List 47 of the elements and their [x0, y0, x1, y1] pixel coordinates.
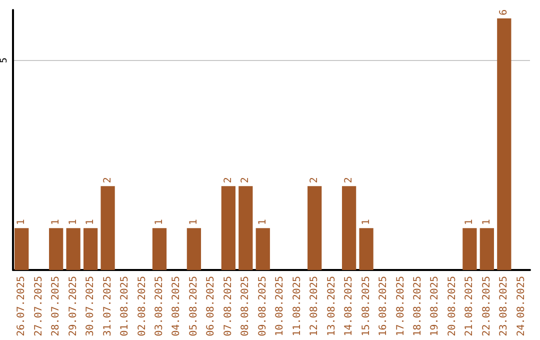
data-label: 2: [222, 177, 234, 184]
data-label: 1: [464, 219, 476, 226]
data-label: 1: [50, 219, 62, 226]
x-tick-label: 05.08.2025: [188, 276, 200, 336]
x-tick-label: 16.08.2025: [378, 276, 390, 336]
data-label: 6: [498, 9, 510, 16]
data-label: 1: [481, 219, 492, 226]
x-tick-label: 04.08.2025: [171, 276, 182, 336]
x-tick-label: 13.08.2025: [326, 276, 338, 336]
x-tick-label: 21.08.2025: [464, 276, 476, 336]
x-tick-label: 28.07.2025: [50, 276, 62, 336]
x-tick-label: 14.08.2025: [344, 276, 355, 336]
x-tick-label: 29.07.2025: [68, 276, 79, 336]
x-tick-label: 12.08.2025: [309, 276, 320, 336]
data-label: 1: [68, 219, 79, 226]
x-tick-label: 19.08.2025: [430, 276, 441, 336]
x-tick-label: 08.08.2025: [240, 276, 252, 336]
x-tick-label: 07.08.2025: [222, 276, 234, 336]
x-tick-label: 06.08.2025: [206, 276, 217, 336]
x-tick-label: 24.08.2025: [516, 276, 527, 336]
x-tick-label: 31.07.2025: [102, 276, 114, 336]
x-tick-label: 17.08.2025: [395, 276, 406, 336]
x-tick-label: 10.08.2025: [274, 276, 286, 336]
data-label: 2: [102, 177, 114, 184]
data-label: 2: [344, 177, 355, 184]
x-tick-label: 27.07.2025: [33, 276, 44, 336]
data-label: 1: [85, 219, 96, 226]
data-label: 1: [154, 219, 165, 226]
y-tick-label: 5: [0, 58, 10, 64]
x-tick-label: 23.08.2025: [498, 276, 510, 336]
x-tick-label: 30.07.2025: [85, 276, 96, 336]
data-label: 1: [360, 219, 372, 226]
x-tick-label: 11.08.2025: [292, 276, 303, 336]
data-label: 1: [16, 219, 28, 226]
data-label: 1: [257, 219, 268, 226]
x-tick-label: 26.07.2025: [16, 276, 28, 336]
data-label: 2: [309, 177, 320, 184]
x-tick-label: 22.08.2025: [481, 276, 492, 336]
x-tick-label: 03.08.2025: [154, 276, 165, 336]
x-tick-label: 15.08.2025: [360, 276, 372, 336]
x-tick-label: 18.08.2025: [412, 276, 424, 336]
x-tick-label: 09.08.2025: [257, 276, 268, 336]
x-tick-label: 02.08.2025: [136, 276, 148, 336]
data-label: 1: [188, 219, 200, 226]
x-tick-label: 20.08.2025: [446, 276, 458, 336]
x-tick-label: 01.08.2025: [120, 276, 131, 336]
data-label: 2: [240, 177, 252, 184]
